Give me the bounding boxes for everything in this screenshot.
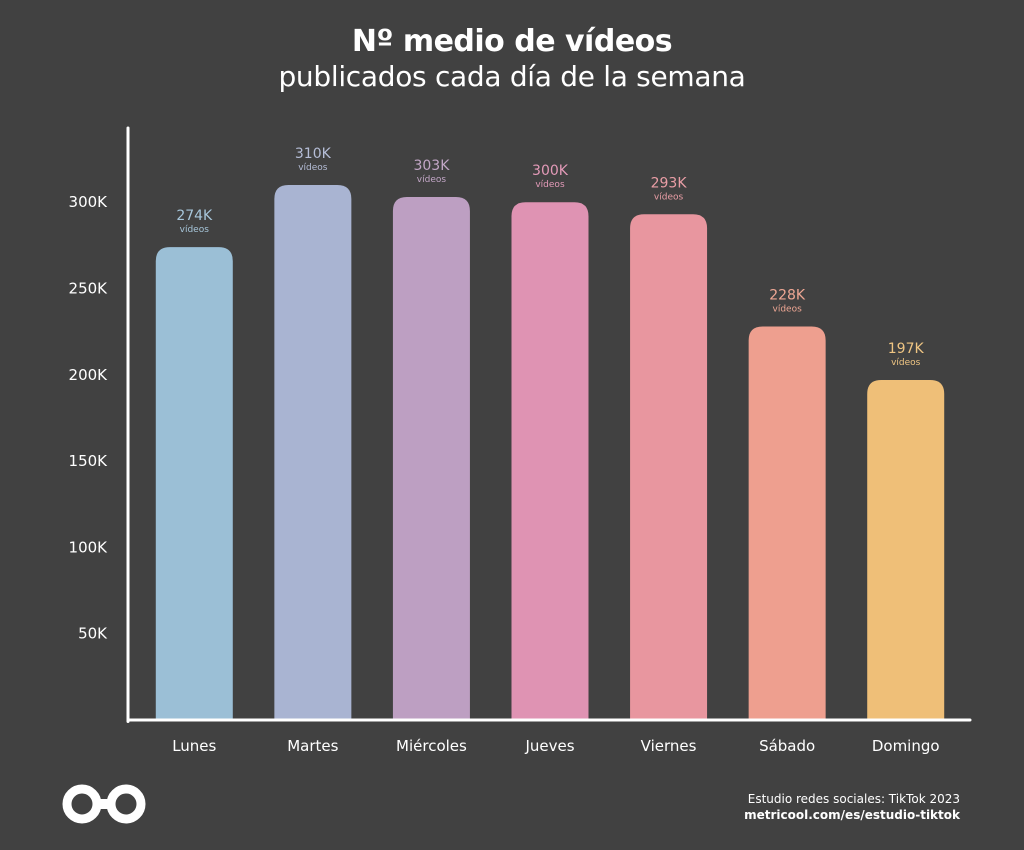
x-tick-label: Domingo [872,737,940,755]
bar-unit-label: vídeos [535,180,565,190]
y-tick-label: 100K [69,538,109,556]
y-tick-label: 50K [78,625,108,643]
source-url-link[interactable]: metricool.com/es/estudio-tiktok [744,808,960,822]
bar-domingo [867,379,945,720]
metricool-logo-icon [62,784,146,828]
x-tick-label: Martes [287,737,338,755]
bar-unit-label: vídeos [654,192,684,202]
x-tick-label: Viernes [641,737,697,755]
y-tick-label: 200K [69,366,109,384]
x-tick-label: Miércoles [396,737,467,755]
bar-viernes [630,214,708,721]
source-text: Estudio redes sociales: TikTok 2023 [747,792,960,806]
bar-lunes [155,247,233,721]
bar-jueves [511,202,589,720]
bar-unit-label: vídeos [298,163,328,173]
y-tick-label: 300K [69,193,109,211]
y-tick-label: 150K [69,452,109,470]
bar-value-label: 197K [888,341,925,357]
bar-value-label: 300K [532,163,569,179]
bar-value-label: 293K [651,175,688,191]
x-tick-label: Sábado [759,737,815,755]
x-tick-label: Lunes [172,737,216,755]
chart-title: Nº medio de vídeos [351,24,673,59]
bar-unit-label: vídeos [891,358,921,368]
bar-sábado [748,326,826,720]
x-tick-label: Jueves [524,737,574,755]
bar-unit-label: vídeos [773,304,803,314]
y-tick-label: 250K [69,280,109,298]
bar-value-label: 303K [413,158,450,174]
bar-value-label: 228K [769,287,806,303]
bar-martes [274,184,352,720]
chart-subtitle: publicados cada día de la semana [278,60,746,93]
bar-value-label: 274K [176,208,213,224]
bar-value-label: 310K [295,146,332,162]
bar-unit-label: vídeos [180,225,210,235]
bar-miércoles [392,197,470,721]
bar-unit-label: vídeos [417,175,447,185]
